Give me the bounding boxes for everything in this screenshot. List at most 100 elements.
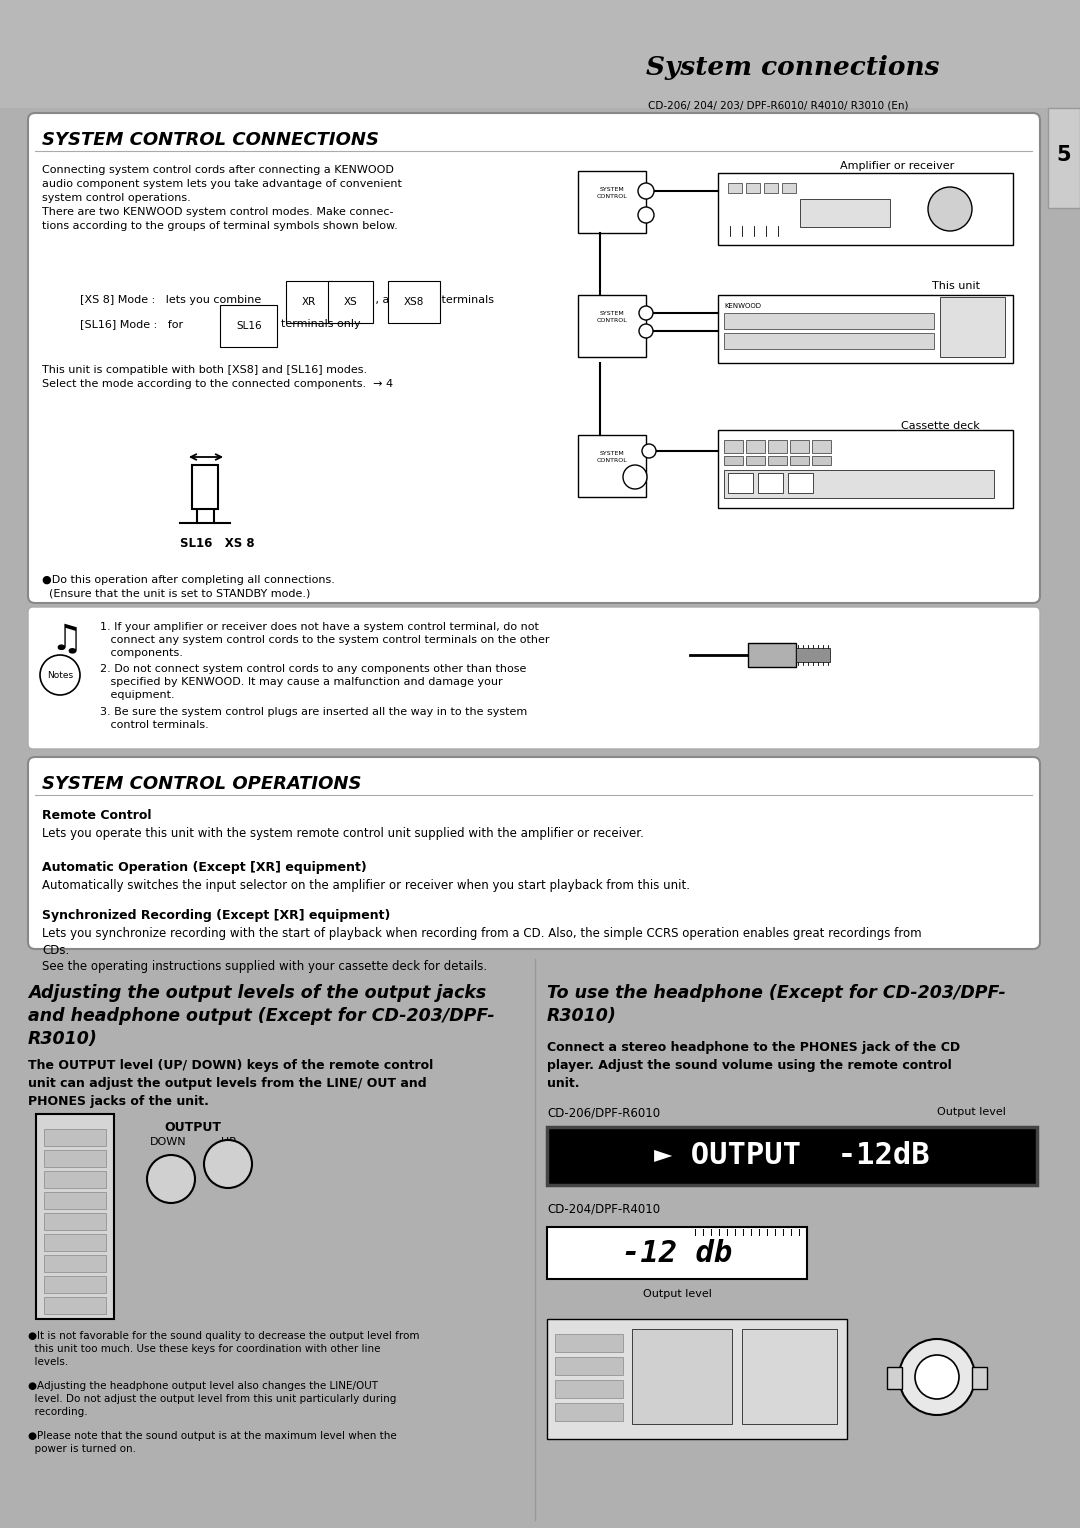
Bar [782,183,796,193]
Bar [44,1235,106,1251]
Text: Connect a stereo headphone to the PHONES jack of the CD
player. Adjust the sound: Connect a stereo headphone to the PHONES… [546,1041,960,1089]
Bar [44,1192,106,1209]
Circle shape [147,1155,195,1203]
Circle shape [638,206,654,223]
Text: SYSTEM
CONTROL: SYSTEM CONTROL [596,451,627,463]
Text: Lets you synchronize recording with the start of playback when recording from a : Lets you synchronize recording with the … [42,927,921,973]
Bar [546,1128,1037,1186]
Text: ●Do this operation after completing all connections.
  (Ensure that the unit is : ●Do this operation after completing all … [42,575,335,597]
Bar [768,440,787,452]
Circle shape [204,1140,252,1187]
Bar [578,295,646,358]
Text: 5: 5 [1056,145,1071,165]
Bar [555,1357,623,1375]
Bar [746,455,765,465]
Text: XS: XS [343,296,357,307]
Bar [788,474,813,494]
Text: R3010): R3010) [546,1007,617,1025]
Bar [789,440,809,452]
Bar [0,0,1080,108]
Text: To use the headphone (Except for CD-203/DPF-: To use the headphone (Except for CD-203/… [546,984,1005,1002]
Text: [SL16] Mode :   for: [SL16] Mode : for [80,319,187,329]
Text: SYSTEM CONTROL CONNECTIONS: SYSTEM CONTROL CONNECTIONS [42,131,379,150]
Bar [546,1227,807,1279]
Bar [555,1334,623,1352]
Bar [812,455,831,465]
FancyBboxPatch shape [28,113,1040,604]
Text: Automatic Operation (Except [XR] equipment): Automatic Operation (Except [XR] equipme… [42,860,367,874]
Text: This unit: This unit [932,281,980,290]
Circle shape [928,186,972,231]
Text: Notes: Notes [46,671,73,680]
Bar [724,313,934,329]
Text: 3. Be sure the system control plugs are inserted all the way in to the system
  : 3. Be sure the system control plugs are … [100,707,527,730]
Bar [192,465,218,509]
Bar [746,183,760,193]
Text: CD-206/ 204/ 203/ DPF-R6010/ R4010/ R3010 (En): CD-206/ 204/ 203/ DPF-R6010/ R4010/ R301… [648,99,908,110]
Circle shape [639,306,653,319]
Text: System connections: System connections [647,55,940,81]
Circle shape [40,656,80,695]
Text: Adjusting the output levels of the output jacks: Adjusting the output levels of the outpu… [28,984,486,1002]
Text: 1. If your amplifier or receiver does not have a system control terminal, do not: 1. If your amplifier or receiver does no… [100,622,550,659]
Bar [44,1170,106,1187]
Text: Remote Control: Remote Control [42,808,151,822]
Text: and headphone output (Except for CD-203/DPF-: and headphone output (Except for CD-203/… [28,1007,495,1025]
Text: SL16   XS 8: SL16 XS 8 [180,536,255,550]
Bar [44,1213,106,1230]
Circle shape [623,465,647,489]
Text: ●It is not favorable for the sound quality to decrease the output level from
  t: ●It is not favorable for the sound quali… [28,1331,419,1368]
Bar [724,455,743,465]
Bar [728,474,753,494]
Text: This unit is compatible with both [XS8] and [SL16] modes.
Select the mode accord: This unit is compatible with both [XS8] … [42,365,393,390]
Bar [555,1380,623,1398]
Bar [972,1368,987,1389]
Text: Synchronized Recording (Except [XR] equipment): Synchronized Recording (Except [XR] equi… [42,909,390,921]
Text: SYSTEM
CONTROL: SYSTEM CONTROL [596,188,627,199]
Bar [718,429,1013,507]
Text: UP: UP [220,1137,235,1148]
Text: SL16: SL16 [237,321,261,332]
Text: XS8: XS8 [404,296,424,307]
Bar [887,1368,902,1389]
Text: Connecting system control cords after connecting a KENWOOD
audio component syste: Connecting system control cords after co… [42,165,402,231]
Bar [796,648,831,662]
Bar [758,474,783,494]
FancyBboxPatch shape [28,607,1040,749]
Text: OUTPUT: OUTPUT [164,1122,221,1134]
Bar [724,333,934,348]
Circle shape [639,324,653,338]
Text: KENWOOD: KENWOOD [724,303,761,309]
Bar [718,295,1013,364]
Bar [578,171,646,232]
Text: DOWN: DOWN [150,1137,187,1148]
Text: R3010): R3010) [28,1030,98,1048]
Text: Cassette deck: Cassette deck [901,422,980,431]
Text: SYSTEM
CONTROL: SYSTEM CONTROL [596,312,627,322]
Text: XR: XR [302,296,316,307]
Bar [555,1403,623,1421]
Text: ●Please note that the sound output is at the maximum level when the
  power is t: ●Please note that the sound output is at… [28,1432,396,1455]
Bar [546,1319,847,1439]
Circle shape [642,445,656,458]
Text: [XS 8] Mode :   lets you combine: [XS 8] Mode : lets you combine [80,295,265,306]
Text: Automatically switches the input selector on the amplifier or receiver when you : Automatically switches the input selecto… [42,879,690,892]
Bar [724,471,994,498]
Bar [718,173,1013,244]
Text: SYSTEM CONTROL OPERATIONS: SYSTEM CONTROL OPERATIONS [42,775,362,793]
Text: CD-206/DPF-R6010: CD-206/DPF-R6010 [546,1106,660,1120]
Bar [728,183,742,193]
Text: ► OUTPUT  -12dB: ► OUTPUT -12dB [654,1141,930,1170]
Bar [764,183,778,193]
Bar [742,1329,837,1424]
Bar [578,435,646,497]
Text: CD-204/DPF-R4010: CD-204/DPF-R4010 [546,1203,660,1216]
Text: ♫: ♫ [50,622,82,656]
Text: Amplifier or receiver: Amplifier or receiver [840,160,955,171]
Circle shape [638,183,654,199]
Text: ●Adjusting the headphone output level also changes the LINE/OUT
  level. Do not : ●Adjusting the headphone output level al… [28,1381,396,1418]
Bar [44,1129,106,1146]
Bar [44,1276,106,1293]
Bar [44,1254,106,1271]
Text: -12 db: -12 db [622,1239,732,1268]
